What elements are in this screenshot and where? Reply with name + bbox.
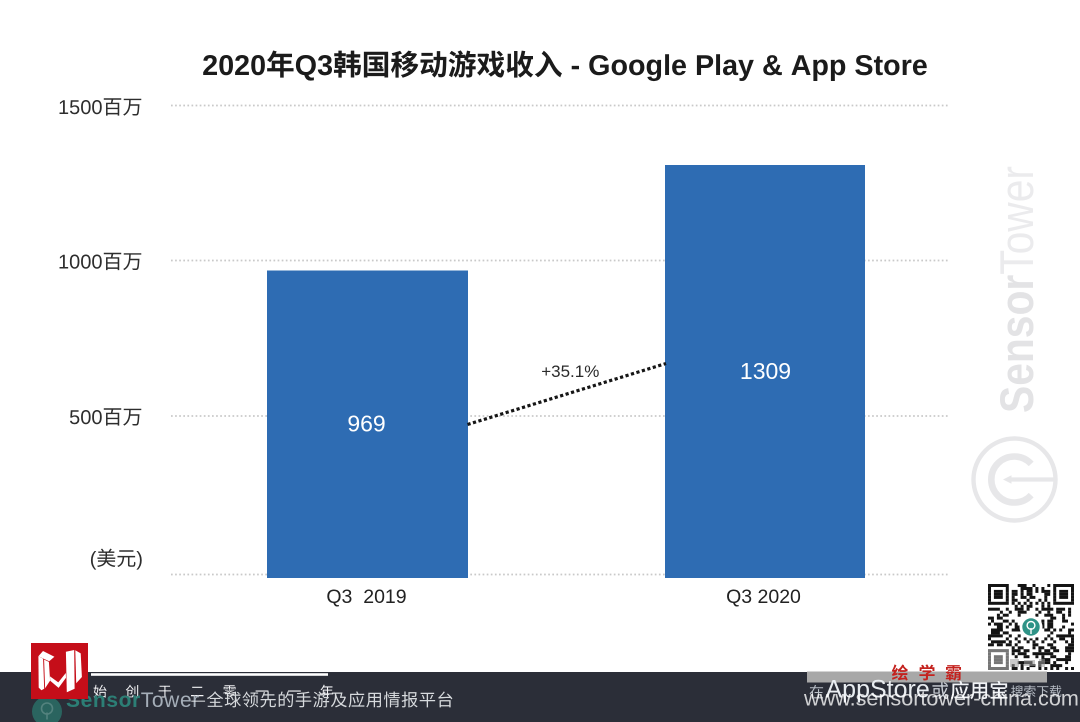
svg-text:AppStore: AppStore (826, 676, 930, 704)
svg-text:Q3 2020: Q3 2020 (726, 586, 801, 608)
svg-text:SensorTower: SensorTower (66, 689, 200, 712)
svg-text:Q3 2019: Q3 2019 (326, 586, 406, 608)
svg-text:+35.1%: +35.1% (541, 362, 599, 381)
svg-text:SensorTower: SensorTower (990, 166, 1043, 413)
svg-text:1309: 1309 (740, 358, 791, 384)
svg-text:www.sensortower-china.com: www.sensortower-china.com (803, 686, 1079, 711)
svg-text:969: 969 (347, 411, 385, 437)
